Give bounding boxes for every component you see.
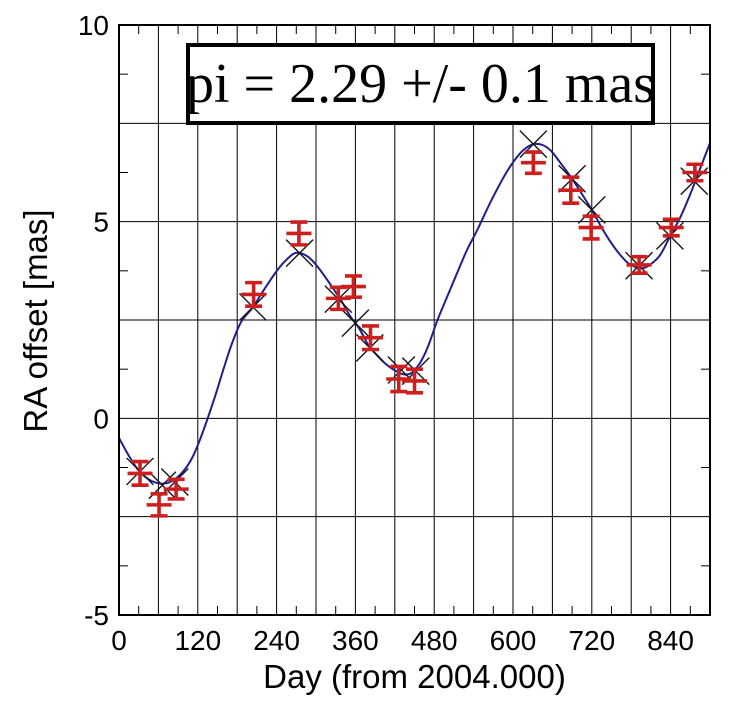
observed-point (386, 364, 412, 394)
x-axis-title: Day (from 2004.000) (263, 658, 566, 695)
observed-point (626, 254, 652, 275)
observed-point (520, 150, 546, 176)
observed-point (163, 477, 189, 501)
model-curve (118, 142, 711, 485)
minor-ticks (119, 25, 710, 615)
observed-point (241, 280, 267, 309)
y-tick-label: -5 (84, 600, 109, 631)
x-tick-label: 0 (111, 625, 127, 656)
observed-points (127, 150, 708, 518)
x-tick-label: 240 (253, 625, 300, 656)
model-x-marker (577, 195, 606, 224)
annotation-text: pi = 2.29 +/- 0.1 mas (185, 53, 656, 115)
observed-point (286, 220, 312, 247)
y-tick-label: 0 (93, 403, 109, 434)
model-x-marker (341, 309, 370, 338)
observed-point (578, 214, 604, 241)
x-tick-label: 480 (411, 625, 458, 656)
y-axis-title: RA offset [mas] (17, 209, 54, 433)
model-x-markers (126, 130, 709, 500)
observed-point (558, 175, 584, 205)
x-tick-labels: 0 120 240 360 480 600 720 840 (111, 625, 694, 656)
x-tick-label: 720 (568, 625, 615, 656)
observed-point (658, 217, 684, 238)
observed-point (340, 274, 366, 299)
model-x-marker (519, 130, 548, 159)
observed-point (682, 162, 708, 183)
observed-point (358, 324, 384, 352)
x-tick-label: 840 (647, 625, 694, 656)
y-tick-label: 10 (78, 10, 109, 41)
observed-point (127, 459, 153, 488)
model-curve-group (118, 142, 711, 485)
x-tick-label: 360 (332, 625, 379, 656)
observed-point (402, 367, 427, 395)
x-tick-label: 120 (174, 625, 221, 656)
observed-point (146, 492, 172, 518)
x-tick-label: 600 (490, 625, 537, 656)
annotation-box: pi = 2.29 +/- 0.1 mas (186, 43, 655, 125)
plot-border (118, 24, 711, 616)
y-tick-labels: 10 5 0 -5 (78, 10, 109, 631)
y-tick-label: 5 (93, 207, 109, 238)
